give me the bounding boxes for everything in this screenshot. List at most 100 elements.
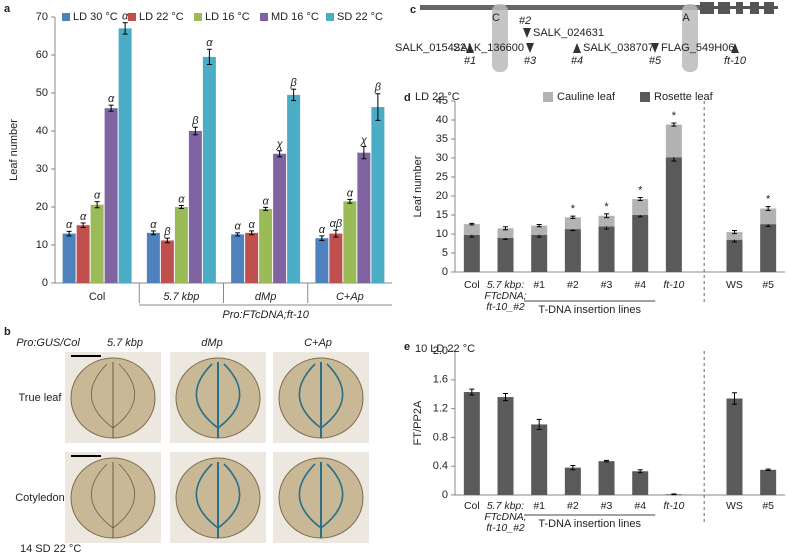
error-bar: [108, 104, 114, 112]
significance-label: α: [66, 219, 73, 231]
y-tick-label: 20: [36, 201, 48, 213]
x-tick-label: #4: [634, 500, 647, 512]
bar: [371, 107, 385, 283]
legend-swatch: [326, 13, 334, 21]
insertion-arrow: [573, 43, 581, 53]
bar-segment: [665, 124, 682, 158]
y-tick-label: 1.6: [433, 374, 448, 386]
panel-letter: d: [404, 92, 411, 104]
panel-letter: c: [410, 4, 416, 16]
significance-label: α: [94, 190, 101, 202]
legend-label: LD 30 °C: [73, 11, 118, 23]
bar-segment: [531, 234, 548, 272]
y-tick-label: 2.0: [433, 345, 448, 357]
panel-letter: b: [4, 326, 11, 338]
condition-label: 14 SD 22 °C: [20, 543, 81, 555]
error-bar: [291, 88, 297, 102]
bar: [329, 233, 343, 283]
column-header: C+Ap: [304, 337, 332, 349]
bar: [463, 392, 480, 495]
bar: [357, 152, 371, 283]
y-tick-label: 1.2: [433, 403, 448, 415]
leaf-vein: [91, 463, 114, 529]
bar: [231, 234, 245, 283]
error-bar: [536, 224, 542, 228]
bar: [146, 232, 160, 283]
error-bar: [192, 126, 198, 136]
bar-segment: [632, 215, 649, 272]
error-bar: [469, 222, 475, 226]
error-bar: [671, 122, 677, 127]
y-tick-label: 30: [436, 152, 448, 164]
x-tick-label: dMp: [255, 291, 276, 303]
y-tick-label: 10: [436, 228, 448, 240]
leaf-vein: [195, 363, 219, 429]
region-highlight: [682, 4, 698, 72]
significance-label: χ: [360, 134, 368, 146]
error-bar: [347, 198, 353, 204]
bar: [287, 94, 301, 284]
x-tick-label: Col: [463, 279, 480, 291]
region-highlight: [492, 4, 508, 72]
error-bar: [277, 150, 283, 158]
x-tick-label: C+Ap: [336, 291, 364, 303]
x-tick-label: #1: [533, 279, 546, 291]
error-bar: [333, 229, 339, 238]
x-tick-label: #2: [567, 500, 579, 512]
significance-label: *: [766, 194, 771, 206]
x-tick-label: Col: [89, 291, 106, 303]
significance-label: α: [319, 224, 326, 236]
significance-label: α: [108, 93, 115, 105]
insertion-id: ft-10: [724, 55, 747, 67]
insertion-arrow: [466, 43, 474, 53]
error-bar: [765, 468, 771, 472]
bar: [259, 208, 273, 283]
legend-swatch: [128, 13, 136, 21]
scale-bar: [71, 355, 101, 357]
significance-label: β: [289, 77, 297, 89]
error-bar: [671, 493, 677, 496]
significance-label: α: [206, 37, 213, 49]
error-bar: [80, 222, 86, 229]
y-axis-label: Leaf number: [412, 155, 424, 217]
bar: [531, 424, 548, 495]
significance-label: β: [374, 82, 382, 94]
error-bar: [319, 235, 325, 241]
y-tick-label: 50: [36, 87, 48, 99]
insertion-name: FLAG_549H06: [661, 42, 734, 54]
significance-label: α: [122, 11, 129, 23]
significance-label: α: [150, 219, 157, 231]
legend-label: LD 16 °C: [205, 11, 250, 23]
legend-swatch: [640, 92, 650, 102]
bar: [160, 240, 174, 283]
significance-label: α: [262, 195, 269, 207]
y-tick-label: 15: [436, 209, 448, 221]
leaf-vein: [217, 463, 241, 529]
column-header: Pro:GUS/Col: [16, 337, 80, 349]
error-bar: [122, 22, 128, 35]
bar: [118, 28, 132, 284]
legend-label: MD 16 °C: [271, 11, 319, 23]
legend-swatch: [62, 13, 70, 21]
row-label: True leaf: [18, 392, 62, 404]
bar-segment: [564, 229, 581, 272]
legend-swatch: [194, 13, 202, 21]
error-bar: [503, 392, 509, 402]
bar: [564, 467, 581, 495]
significance-label: β: [163, 226, 171, 238]
bar-segment: [463, 224, 480, 235]
bar-segment: [598, 226, 615, 272]
insertion-id: #4: [571, 55, 583, 67]
leaf-vein: [91, 363, 114, 429]
y-tick-label: 0.4: [433, 460, 448, 472]
leaf-vein: [217, 363, 241, 429]
bar: [90, 204, 104, 283]
bar-segment: [632, 199, 649, 215]
x-tick-label: ft-10: [663, 500, 685, 512]
x-tick-label: 5.7 kbp: FTcDNA; ft-10_#2: [484, 500, 527, 534]
bar: [497, 397, 514, 495]
panel-letter: a: [4, 3, 11, 15]
y-tick-label: 0: [42, 277, 48, 289]
insertion-arrow: [731, 43, 739, 53]
bar-segment: [497, 228, 514, 238]
